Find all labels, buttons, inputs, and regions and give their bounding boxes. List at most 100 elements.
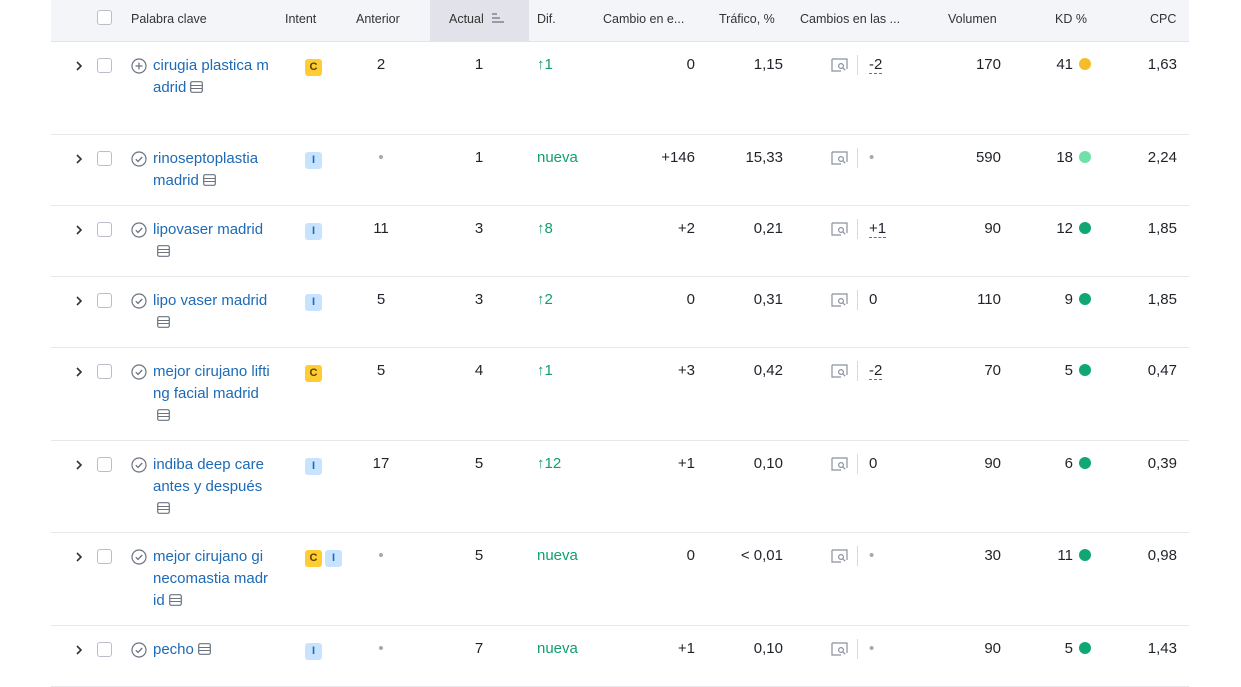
header-intent[interactable]: Intent: [285, 12, 317, 26]
intent-badge-c[interactable]: C: [305, 365, 322, 382]
expand-row-chevron-icon[interactable]: [73, 224, 85, 236]
expand-row-chevron-icon[interactable]: [73, 551, 85, 563]
serp-position-change[interactable]: +1: [869, 220, 887, 238]
keyword-text[interactable]: lipo vaser madrid: [153, 292, 268, 309]
header-change[interactable]: Cambio en e...: [603, 12, 685, 26]
serp-snapshot-icon[interactable]: [831, 58, 848, 72]
serp-features-table-icon[interactable]: [157, 409, 170, 421]
intent-badge-c[interactable]: C: [305, 550, 322, 567]
expand-row-chevron-icon[interactable]: [73, 60, 85, 72]
previous-position: •: [378, 547, 384, 564]
cpc-value: 0,98: [1147, 547, 1177, 564]
serp-features-table-icon[interactable]: [197, 643, 211, 655]
row-checkbox[interactable]: [97, 222, 112, 237]
row-checkbox[interactable]: [97, 642, 112, 657]
serp-snapshot-icon[interactable]: [831, 151, 848, 165]
header-previous[interactable]: Anterior: [356, 12, 400, 26]
keyword-link[interactable]: lipovaser madrid: [153, 219, 271, 263]
expand-row-chevron-icon[interactable]: [73, 366, 85, 378]
expand-row-chevron-icon[interactable]: [73, 644, 85, 656]
header-current: Actual: [449, 12, 484, 26]
keyword-text[interactable]: mejor cirujano ginecomastia madrid: [153, 548, 269, 609]
search-volume: 90: [984, 220, 1001, 237]
keyword-text[interactable]: cirugia plastica madrid: [153, 57, 269, 96]
divider: [857, 361, 858, 381]
keyword-text[interactable]: rinoseptoplastia madrid: [153, 150, 259, 189]
header-volume[interactable]: Volumen: [948, 12, 997, 26]
row-checkbox[interactable]: [97, 293, 112, 308]
row-checkbox[interactable]: [97, 58, 112, 73]
keyword-added-check-icon[interactable]: [131, 151, 147, 167]
row-checkbox[interactable]: [97, 457, 112, 472]
kd-value: 12: [1056, 220, 1073, 237]
row-checkbox[interactable]: [97, 549, 112, 564]
serp-position-change: 0: [869, 291, 877, 308]
kd-indicator-dot: [1079, 151, 1091, 163]
serp-position-change: •: [869, 149, 874, 166]
intent-badge-i[interactable]: I: [325, 550, 342, 567]
serp-position-change[interactable]: -2: [869, 362, 883, 380]
keyword-link[interactable]: lipo vaser madrid: [153, 290, 271, 334]
keyword-link[interactable]: mejor cirujano ginecomastia madrid: [153, 546, 271, 612]
keyword-link[interactable]: rinoseptoplastia madrid: [153, 148, 271, 192]
serp-features-table-icon[interactable]: [190, 81, 204, 93]
keyword-added-check-icon[interactable]: [131, 364, 147, 380]
table-row: mejor cirujano lifting facial madrid C 5 4 ↑…: [51, 348, 1189, 441]
serp-position-change[interactable]: -2: [869, 56, 883, 74]
intent-badge-i[interactable]: I: [305, 643, 322, 660]
serp-snapshot-icon[interactable]: [831, 457, 848, 471]
keyword-text[interactable]: lipovaser madrid: [153, 221, 264, 238]
row-checkbox[interactable]: [97, 151, 112, 166]
intent-badge-i[interactable]: I: [305, 152, 322, 169]
kd-value: 5: [1064, 640, 1073, 657]
serp-features-table-icon[interactable]: [168, 594, 182, 606]
keyword-added-check-icon[interactable]: [131, 293, 147, 309]
keyword-text[interactable]: indiba deep care antes y después: [153, 456, 264, 495]
traffic-percent: 0,42: [753, 362, 783, 379]
serp-snapshot-icon[interactable]: [831, 222, 848, 236]
keyword-link[interactable]: cirugia plastica madrid: [153, 55, 271, 99]
intent-badge-i[interactable]: I: [305, 223, 322, 240]
keyword-link[interactable]: indiba deep care antes y después: [153, 454, 271, 520]
header-kd[interactable]: KD %: [1055, 12, 1087, 26]
header-cpc[interactable]: CPC: [1150, 12, 1177, 26]
kd-indicator-dot: [1079, 642, 1091, 654]
keyword-added-check-icon[interactable]: [131, 222, 147, 238]
row-checkbox[interactable]: [97, 364, 112, 379]
expand-row-chevron-icon[interactable]: [73, 459, 85, 471]
serp-features-table-icon[interactable]: [157, 502, 170, 514]
keyword-text[interactable]: mejor cirujano lifting facial madrid: [153, 363, 270, 402]
keyword-difficulty: 12: [1031, 220, 1091, 237]
serp-change-value: -2: [869, 56, 883, 74]
keyword-text[interactable]: pecho: [153, 641, 194, 658]
intent-badge-i[interactable]: I: [305, 458, 322, 475]
keyword-link[interactable]: mejor cirujano lifting facial madrid: [153, 361, 271, 427]
expand-row-chevron-icon[interactable]: [73, 295, 85, 307]
sort-ascending-icon: [492, 13, 505, 23]
keyword-link[interactable]: pecho: [153, 639, 271, 661]
table-row: lipo vaser madrid I 5 3 ↑2 0 0,31 0 110 9 1,85: [51, 277, 1189, 348]
serp-features-table-icon[interactable]: [157, 316, 170, 328]
expand-row-chevron-icon[interactable]: [73, 153, 85, 165]
serp-features-table-icon[interactable]: [202, 174, 216, 186]
divider: [857, 219, 858, 239]
add-keyword-icon[interactable]: [131, 58, 147, 74]
header-keyword[interactable]: Palabra clave: [131, 12, 207, 26]
serp-snapshot-icon[interactable]: [831, 293, 848, 307]
header-diff[interactable]: Dif.: [537, 12, 556, 26]
intent-badges: I: [305, 641, 325, 660]
serp-features-table-icon[interactable]: [157, 245, 170, 257]
header-serp-changes[interactable]: Cambios en las ...: [800, 12, 901, 26]
current-position: 4: [474, 362, 484, 379]
intent-badge-i[interactable]: I: [305, 294, 322, 311]
keyword-added-check-icon[interactable]: [131, 549, 147, 565]
intent-badge-c[interactable]: C: [305, 59, 322, 76]
keyword-added-check-icon[interactable]: [131, 642, 147, 658]
keyword-added-check-icon[interactable]: [131, 457, 147, 473]
header-current-sorted[interactable]: Actual: [430, 0, 529, 41]
position-diff: nueva: [537, 640, 578, 657]
select-all-checkbox[interactable]: [97, 10, 112, 25]
serp-snapshot-icon[interactable]: [831, 364, 848, 378]
serp-snapshot-icon[interactable]: [831, 549, 848, 563]
header-traffic[interactable]: Tráfico, %: [719, 12, 775, 26]
